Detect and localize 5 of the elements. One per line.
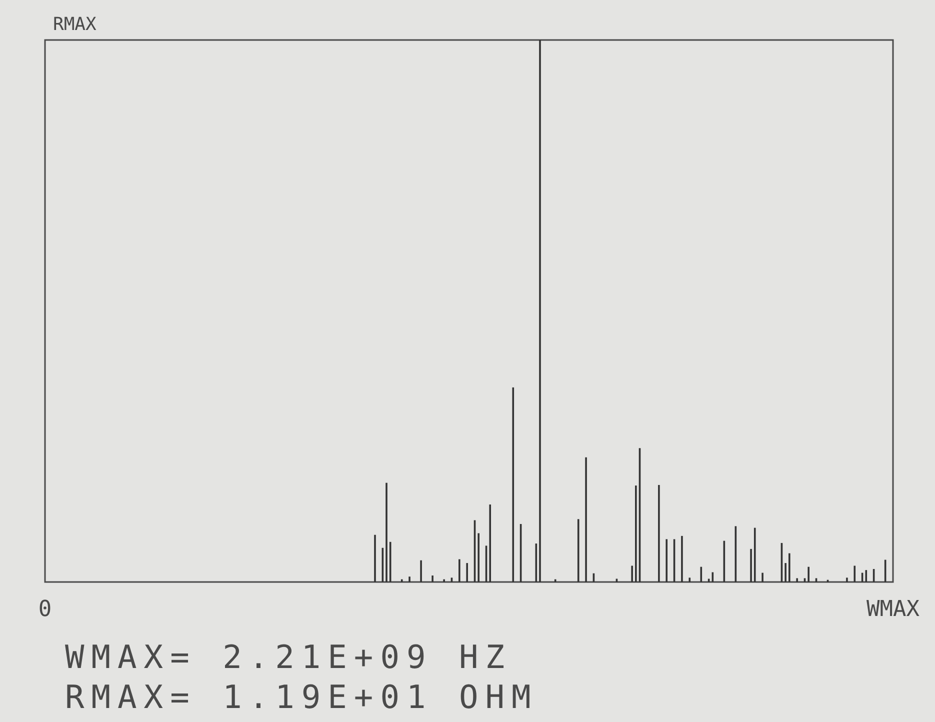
x-tick-label: 0 (38, 597, 52, 622)
y-axis-title: RMAX (53, 14, 97, 35)
x-tick-label: WMAX (866, 597, 920, 622)
text: RMAX= 1.19E+01 OHM (65, 678, 538, 716)
text: WMAX= 2.21E+09 HZ (65, 638, 512, 676)
